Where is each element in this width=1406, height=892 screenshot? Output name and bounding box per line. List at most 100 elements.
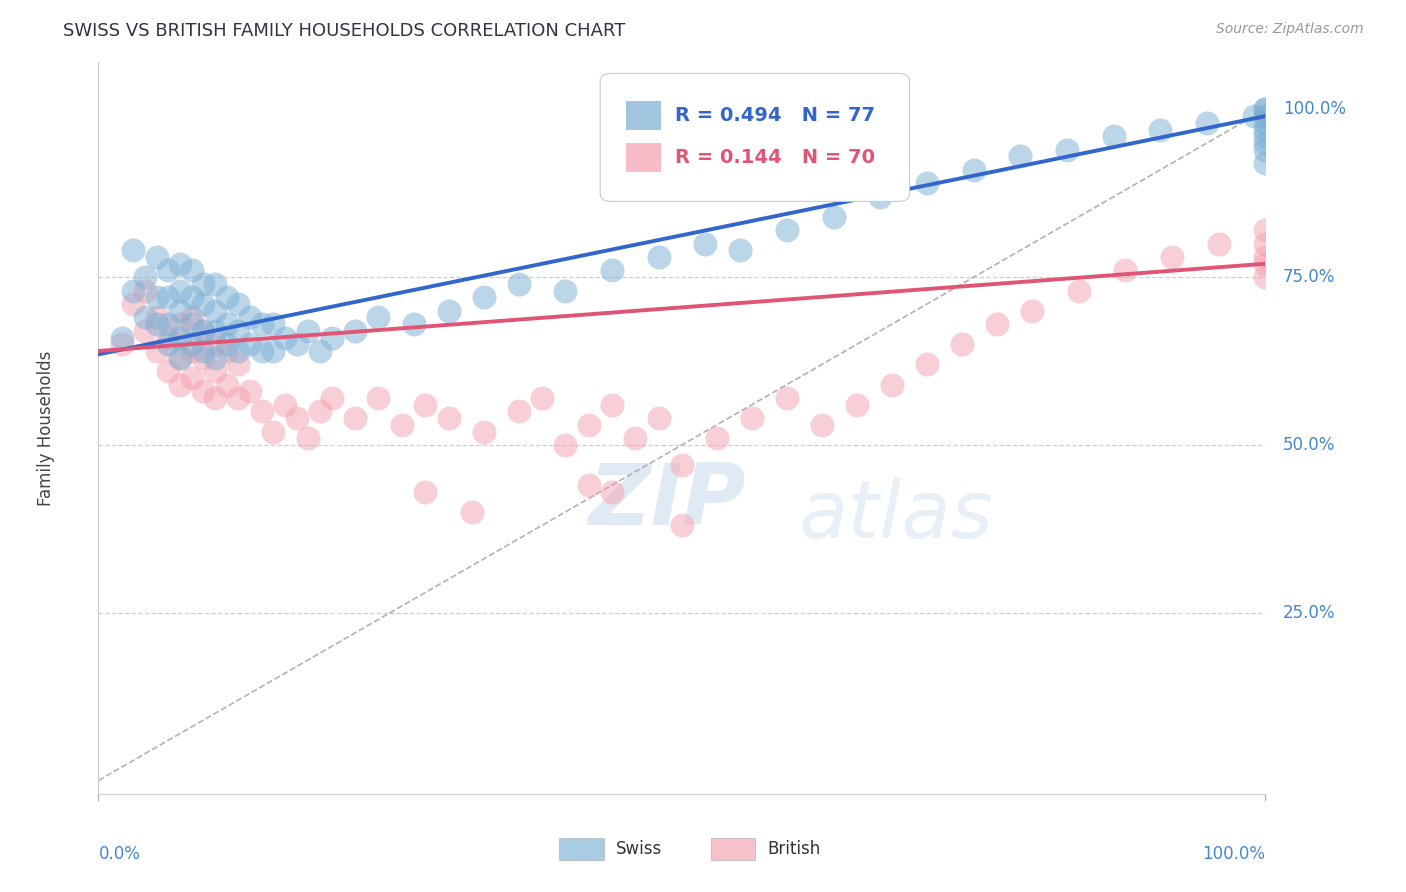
Point [367, 310, 389, 325]
Point [344, 411, 367, 425]
Point [169, 284, 191, 298]
Point [228, 358, 250, 372]
Point [204, 337, 226, 351]
Point [157, 263, 180, 277]
Point [146, 250, 169, 264]
Point [262, 425, 284, 439]
Point [134, 324, 156, 338]
Point [321, 391, 343, 405]
Bar [560, 838, 603, 860]
Point [600, 263, 623, 277]
Point [250, 317, 273, 331]
Point [950, 337, 973, 351]
Point [624, 431, 647, 445]
Point [578, 478, 600, 492]
Point [730, 244, 752, 258]
Point [274, 330, 297, 344]
Point [554, 284, 576, 298]
Point [846, 398, 869, 412]
Point [134, 284, 156, 298]
Point [706, 431, 728, 445]
Point [180, 337, 202, 351]
Point [741, 411, 763, 425]
Point [1010, 149, 1032, 163]
Point [1067, 284, 1090, 298]
Point [811, 417, 834, 432]
Point [1195, 116, 1218, 130]
Point [146, 310, 169, 325]
Point [367, 391, 389, 405]
Point [309, 343, 332, 358]
Point [169, 317, 191, 331]
Point [239, 310, 262, 325]
Point [262, 343, 284, 358]
Point [285, 411, 308, 425]
Text: Swiss: Swiss [616, 839, 662, 858]
Point [193, 384, 215, 399]
Text: 75.0%: 75.0% [1282, 268, 1336, 286]
Point [204, 303, 226, 318]
Point [1254, 103, 1277, 117]
Point [193, 324, 215, 338]
Point [1021, 303, 1043, 318]
Point [157, 337, 180, 351]
Point [215, 317, 238, 331]
Point [122, 284, 145, 298]
Point [180, 371, 202, 385]
Point [169, 257, 191, 271]
Point [962, 162, 984, 177]
Point [122, 244, 145, 258]
Point [204, 391, 226, 405]
Point [1254, 122, 1277, 136]
Point [472, 425, 495, 439]
Point [1102, 129, 1125, 144]
Point [823, 210, 845, 224]
Point [146, 317, 169, 331]
Point [437, 303, 460, 318]
Point [122, 297, 145, 311]
Point [869, 189, 891, 203]
Point [180, 310, 202, 325]
Point [1161, 250, 1184, 264]
Point [1254, 136, 1277, 150]
Point [437, 411, 460, 425]
Text: 100.0%: 100.0% [1202, 845, 1265, 863]
Point [1056, 143, 1078, 157]
Point [1254, 236, 1277, 251]
Point [915, 176, 938, 190]
Point [880, 377, 903, 392]
Point [285, 337, 308, 351]
Text: Family Households: Family Households [37, 351, 55, 506]
Point [1254, 129, 1277, 144]
Text: 25.0%: 25.0% [1282, 604, 1336, 622]
Point [193, 277, 215, 291]
Point [1254, 143, 1277, 157]
Point [204, 364, 226, 378]
Point [193, 297, 215, 311]
Text: British: British [768, 839, 820, 858]
Point [157, 364, 180, 378]
Point [204, 351, 226, 365]
Point [169, 351, 191, 365]
Point [215, 337, 238, 351]
Point [215, 290, 238, 304]
Point [508, 404, 530, 418]
Point [274, 398, 297, 412]
Point [647, 250, 669, 264]
Point [111, 330, 134, 344]
Point [1254, 270, 1277, 285]
Point [508, 277, 530, 291]
Point [671, 458, 693, 472]
FancyBboxPatch shape [600, 73, 910, 202]
Point [1254, 257, 1277, 271]
Point [193, 351, 215, 365]
Point [250, 343, 273, 358]
Point [262, 317, 284, 331]
Point [157, 317, 180, 331]
Point [193, 343, 215, 358]
Point [180, 263, 202, 277]
Point [297, 324, 319, 338]
Point [169, 377, 191, 392]
Point [1149, 122, 1171, 136]
Point [111, 337, 134, 351]
